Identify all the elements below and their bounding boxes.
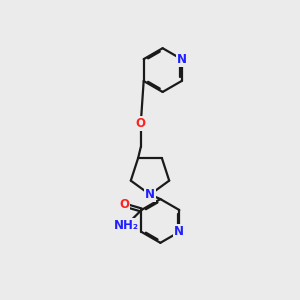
Text: N: N — [145, 188, 155, 201]
Text: N: N — [174, 225, 184, 239]
Text: NH₂: NH₂ — [113, 219, 139, 232]
Text: O: O — [119, 199, 129, 212]
Text: N: N — [177, 52, 187, 66]
Text: O: O — [136, 117, 146, 130]
